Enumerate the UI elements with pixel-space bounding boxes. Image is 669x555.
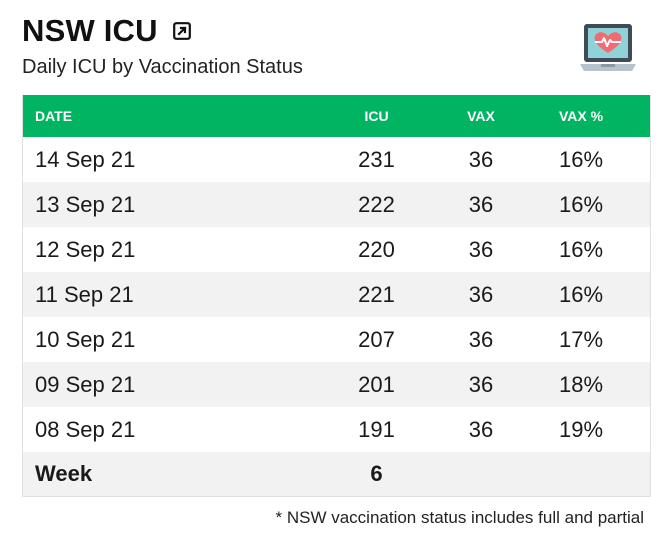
cell-vax-pct: 16% xyxy=(558,146,604,172)
title-row: NSW ICU xyxy=(22,12,303,50)
column-header-icu[interactable]: ICU xyxy=(364,108,389,124)
laptop-heart-monitor-icon xyxy=(579,22,637,74)
cell-date: 13 Sep 21 xyxy=(35,191,136,217)
cell-vax-pct: 16% xyxy=(558,191,604,217)
cell-icu: 191 xyxy=(358,416,395,442)
expand-icon[interactable] xyxy=(172,21,192,41)
cell-vax: 36 xyxy=(468,371,494,397)
icu-table: DATE ICU VAX VAX % 14 Sep 21 231 36 16% … xyxy=(22,95,651,497)
cell-date: 08 Sep 21 xyxy=(35,416,136,442)
cell-vax-pct: 16% xyxy=(558,281,604,307)
table-row: 09 Sep 21 201 36 18% xyxy=(23,362,650,407)
cell-date: 09 Sep 21 xyxy=(35,371,136,397)
cell-date: 11 Sep 21 xyxy=(35,281,134,307)
cell-icu: 220 xyxy=(358,236,395,262)
table-row: 12 Sep 21 220 36 16% xyxy=(23,227,650,272)
table-row: 10 Sep 21 207 36 17% xyxy=(23,317,650,362)
cell-date: 10 Sep 21 xyxy=(35,326,136,352)
table-header: DATE ICU VAX VAX % xyxy=(23,95,650,137)
cell-vax: 36 xyxy=(468,326,494,352)
cell-icu: 221 xyxy=(358,281,395,307)
total-icu: 6 xyxy=(370,461,383,486)
column-header-vax[interactable]: VAX xyxy=(467,108,495,124)
table-total-row: Week 6 xyxy=(23,452,650,496)
header: NSW ICU Daily ICU by Vaccination Status xyxy=(22,12,303,80)
cell-icu: 207 xyxy=(358,326,395,352)
cell-vax: 36 xyxy=(468,236,494,262)
cell-icu: 231 xyxy=(358,146,395,172)
footnote: * NSW vaccination status includes full a… xyxy=(275,508,644,527)
table-row: 13 Sep 21 222 36 16% xyxy=(23,182,650,227)
column-header-vax-pct[interactable]: VAX % xyxy=(558,108,604,124)
cell-icu: 222 xyxy=(358,191,395,217)
cell-vax: 36 xyxy=(468,146,494,172)
cell-date: 14 Sep 21 xyxy=(35,146,136,172)
cell-vax-pct: 16% xyxy=(558,236,604,262)
cell-vax: 36 xyxy=(468,416,494,442)
cell-vax: 36 xyxy=(468,281,494,307)
cell-vax: 36 xyxy=(468,191,494,217)
total-label: Week xyxy=(35,461,93,486)
page-title: NSW ICU xyxy=(22,13,158,48)
table-row: 08 Sep 21 191 36 19% xyxy=(23,407,650,452)
page-subtitle: Daily ICU by Vaccination Status xyxy=(22,56,303,78)
cell-vax-pct: 17% xyxy=(558,326,604,352)
table-row: 14 Sep 21 231 36 16% xyxy=(23,137,650,182)
column-header-date[interactable]: DATE xyxy=(35,108,73,124)
cell-vax-pct: 19% xyxy=(558,416,604,442)
cell-date: 12 Sep 21 xyxy=(35,236,136,262)
table-row: 11 Sep 21 221 36 16% xyxy=(23,272,650,317)
cell-vax-pct: 18% xyxy=(558,371,604,397)
cell-icu: 201 xyxy=(358,371,395,397)
